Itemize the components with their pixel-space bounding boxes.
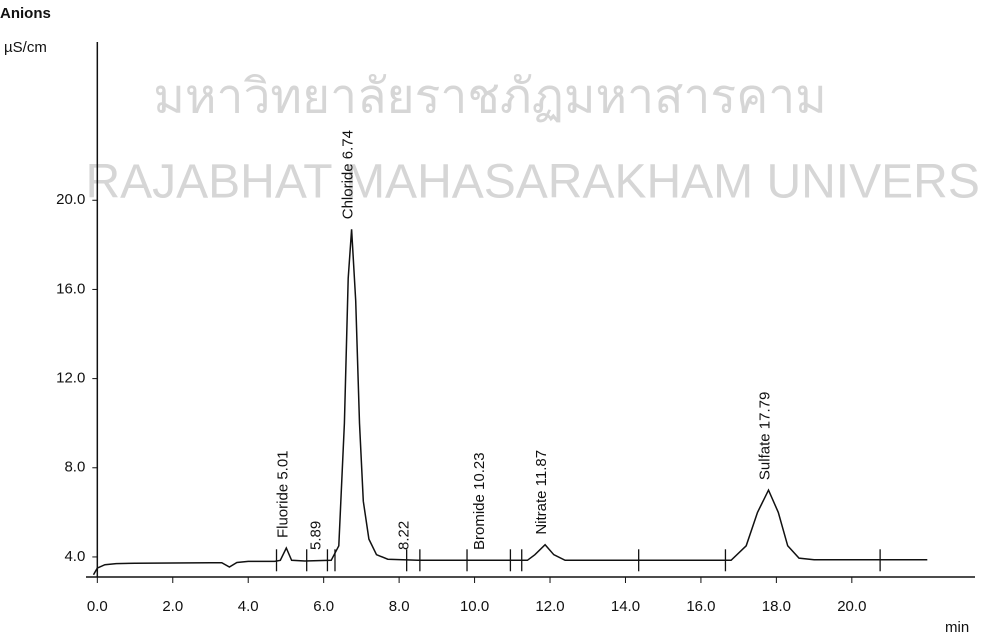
peak-label: 8.22 [395, 521, 412, 550]
x-tick-label: 16.0 [686, 598, 715, 615]
x-tick-label: 18.0 [762, 598, 791, 615]
y-axis-label: µS/cm [4, 39, 47, 56]
y-tick-label: 12.0 [56, 370, 85, 387]
x-tick-label: 12.0 [535, 598, 564, 615]
x-tick-label: 14.0 [611, 598, 640, 615]
x-tick-label: 4.0 [238, 598, 259, 615]
peak-label: Bromide 10.23 [471, 452, 488, 550]
peak-label: Sulfate 17.79 [756, 392, 773, 480]
peak-label: Nitrate 11.87 [533, 450, 550, 535]
peak-label: Fluoride 5.01 [274, 450, 291, 538]
y-tick-label: 8.0 [64, 459, 85, 476]
peak-label: 5.89 [307, 521, 324, 550]
y-tick-label: 20.0 [56, 191, 85, 208]
x-tick-label: 10.0 [460, 598, 489, 615]
x-tick-label: 8.0 [389, 598, 410, 615]
y-tick-label: 16.0 [56, 280, 85, 297]
x-tick-label: 20.0 [837, 598, 866, 615]
y-tick-label: 4.0 [64, 548, 85, 565]
watermark: มหาวิทยาลัยราชภัฏมหาสารคาม [153, 71, 827, 124]
trace [92, 229, 928, 576]
x-tick-label: 6.0 [313, 598, 334, 615]
x-tick-label: 2.0 [162, 598, 183, 615]
x-axis-label: min [945, 619, 969, 636]
watermark: RAJABHAT MAHASARAKHAM UNIVERSITY [85, 156, 983, 209]
chart-title: Anions [0, 5, 51, 22]
x-tick-label: 0.0 [87, 598, 108, 615]
peak-label: Chloride 6.74 [340, 130, 357, 219]
